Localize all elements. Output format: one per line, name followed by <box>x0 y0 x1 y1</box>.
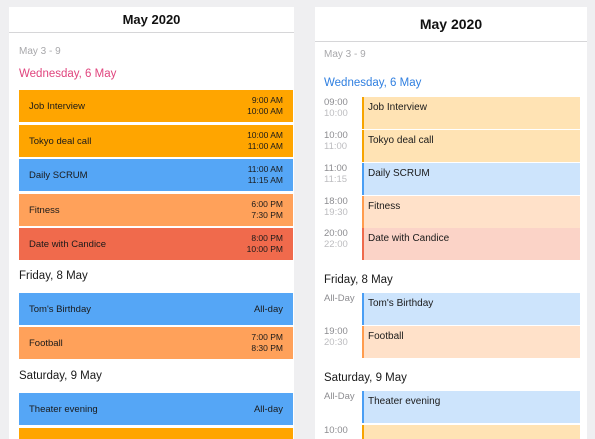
day-header-saturday: Saturday, 9 May <box>324 372 407 384</box>
event-title: Tom's Birthday <box>29 304 91 315</box>
event-football[interactable]: Football <box>362 326 580 358</box>
event-allday: All-day <box>254 304 283 315</box>
time-label: All-Day <box>324 391 355 402</box>
event-title: Football <box>29 338 63 349</box>
time-label: 11:00 11:15 <box>324 163 347 185</box>
event-theater-evening[interactable]: Theater evening <box>362 391 580 423</box>
event-daily-scrum[interactable]: Daily SCRUM 11:00 AM 11:15 AM <box>19 159 293 191</box>
event-time: 11:00 AM 11:15 AM <box>248 164 283 186</box>
day-header-friday: Friday, 8 May <box>19 270 88 282</box>
event-title: Date with Candice <box>29 239 106 250</box>
event-title: Tokyo deal call <box>29 136 91 147</box>
time-label: 18:00 19:30 <box>324 196 348 218</box>
event-toms-birthday[interactable]: Tom's Birthday All-day <box>19 293 293 325</box>
event-toms-birthday[interactable]: Tom's Birthday <box>362 293 580 325</box>
event-date-with-candice[interactable]: Date with Candice 8:00 PM 10:00 PM <box>19 228 293 260</box>
event-title: Theater evening <box>29 404 98 415</box>
month-title: May 2020 <box>9 7 294 33</box>
event-title: Job Interview <box>29 101 85 112</box>
event-theater-evening[interactable]: Theater evening All-day <box>19 393 293 425</box>
event-tokyo-deal-call[interactable]: Tokyo deal call <box>362 130 580 162</box>
event-partial[interactable] <box>362 425 580 439</box>
event-time: 8:00 PM 10:00 PM <box>247 233 283 255</box>
event-allday: All-day <box>254 404 283 415</box>
week-range: May 3 - 9 <box>19 46 61 57</box>
day-header-wednesday: Wednesday, 6 May <box>324 77 421 89</box>
agenda-panel-left: May 2020 May 3 - 9 Wednesday, 6 May Job … <box>9 7 294 439</box>
week-range: May 3 - 9 <box>324 49 366 60</box>
day-header-saturday: Saturday, 9 May <box>19 370 102 382</box>
event-partial[interactable] <box>19 428 293 439</box>
event-tokyo-deal-call[interactable]: Tokyo deal call 10:00 AM 11:00 AM <box>19 125 293 157</box>
day-header-friday: Friday, 8 May <box>324 274 393 286</box>
day-header-wednesday: Wednesday, 6 May <box>19 68 116 80</box>
event-date-with-candice[interactable]: Date with Candice <box>362 228 580 260</box>
month-title: May 2020 <box>315 7 587 42</box>
event-job-interview[interactable]: Job Interview <box>362 97 580 129</box>
event-time: 10:00 AM 11:00 AM <box>247 130 283 152</box>
event-title: Fitness <box>29 205 60 216</box>
event-title: Daily SCRUM <box>29 170 88 181</box>
time-label: All-Day <box>324 293 355 304</box>
time-label: 10:00 11:00 <box>324 130 348 152</box>
event-time: 9:00 AM 10:00 AM <box>247 95 283 117</box>
time-label: 20:00 22:00 <box>324 228 348 250</box>
time-label: 10:00 <box>324 425 348 436</box>
event-fitness[interactable]: Fitness <box>362 196 580 228</box>
event-daily-scrum[interactable]: Daily SCRUM <box>362 163 580 195</box>
event-job-interview[interactable]: Job Interview 9:00 AM 10:00 AM <box>19 90 293 122</box>
time-label: 19:00 20:30 <box>324 326 348 348</box>
agenda-panel-right: May 2020 May 3 - 9 Wednesday, 6 May 09:0… <box>315 7 587 439</box>
event-time: 6:00 PM 7:30 PM <box>251 199 283 221</box>
time-label: 09:00 10:00 <box>324 97 348 119</box>
event-football[interactable]: Football 7:00 PM 8:30 PM <box>19 327 293 359</box>
event-time: 7:00 PM 8:30 PM <box>251 332 283 354</box>
event-fitness[interactable]: Fitness 6:00 PM 7:30 PM <box>19 194 293 226</box>
